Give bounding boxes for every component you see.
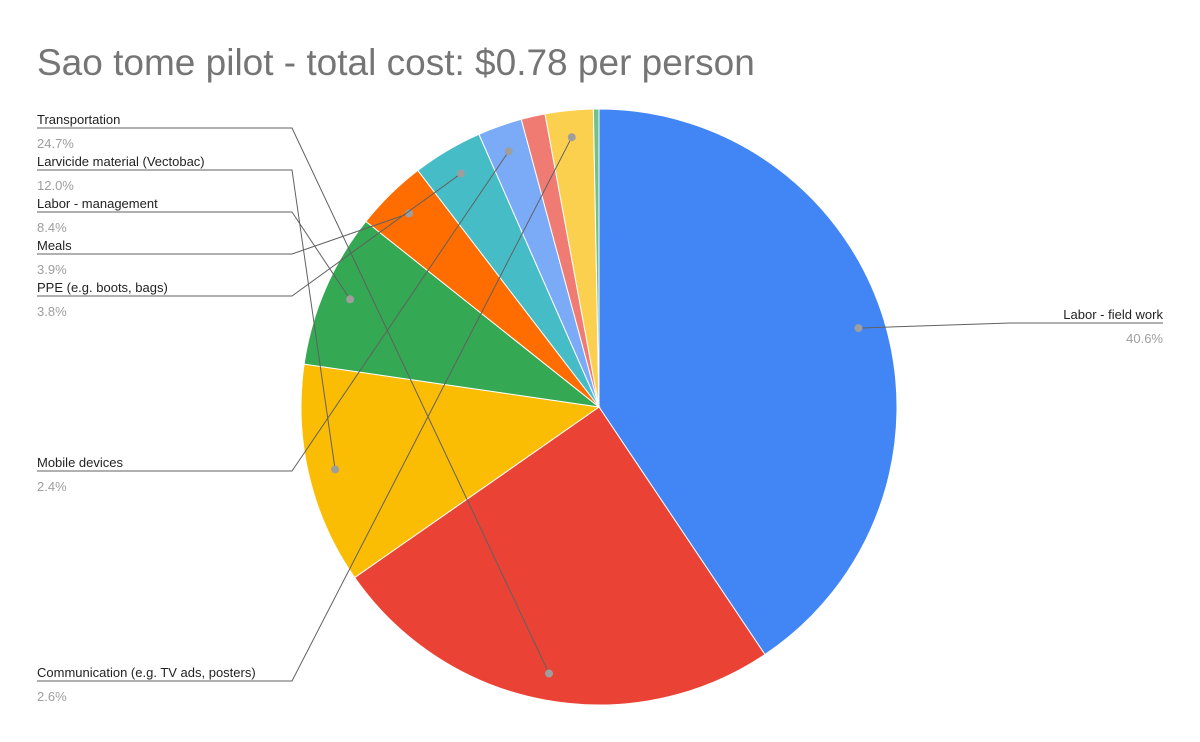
- slice-percent-transportation: 24.7%: [37, 136, 74, 151]
- leader-line-labor-field-work: [858, 322, 1163, 329]
- leader-dot-mobile-devices: [504, 147, 513, 156]
- slice-label-larvicide-material-vectobac: Larvicide material (Vectobac): [37, 154, 205, 169]
- pie-slice-unlabeled: [592, 108, 600, 408]
- slice-label-communication-e-g-tv-ads-posters: Communication (e.g. TV ads, posters): [37, 665, 256, 680]
- leader-line-ppe-e-g-boots-bags: [37, 173, 462, 297]
- slice-label-ppe-e-g-boots-bags: PPE (e.g. boots, bags): [37, 280, 168, 295]
- slice-percent-labor-management: 8.4%: [37, 220, 67, 235]
- leader-dot-labor-management: [346, 295, 355, 304]
- leader-line-larvicide-material-vectobac: [37, 169, 336, 470]
- leader-line-mobile-devices: [37, 150, 510, 472]
- slice-percent-ppe-e-g-boots-bags: 3.8%: [37, 304, 67, 319]
- slice-labels: Labor - field work 40.6% Transportation 24.…: [37, 112, 1163, 704]
- pie-slice-labor-management: [303, 220, 601, 408]
- slice-percent-labor-field-work: 40.6%: [1126, 331, 1163, 346]
- leader-dot-transportation: [545, 669, 554, 678]
- slice-percent-meals: 3.9%: [37, 262, 67, 277]
- slice-label-transportation: Transportation: [37, 112, 120, 127]
- slice-label-labor-management: Labor - management: [37, 196, 158, 211]
- leader-dot-meals: [405, 209, 414, 218]
- leader-line-labor-management: [37, 211, 351, 300]
- slice-label-mobile-devices: Mobile devices: [37, 455, 123, 470]
- chart-title: Sao tome pilot - total cost: $0.78 per p…: [37, 42, 755, 83]
- pie-slice-labor-field-work: [598, 108, 898, 656]
- leader-dot-labor-field-work: [854, 324, 863, 333]
- leader-line-communication-e-g-tv-ads-posters: [37, 136, 573, 682]
- pie-slices: [300, 108, 898, 706]
- leader-line-transportation: [37, 127, 550, 674]
- leader-dot-larvicide-material-vectobac: [331, 465, 340, 474]
- pie-slice-transportation: [353, 406, 766, 706]
- pie-slice-larvicide-material-vectobac: [300, 363, 601, 579]
- leader-line-meals: [37, 212, 410, 255]
- leader-dot-ppe-e-g-boots-bags: [456, 169, 465, 178]
- slice-label-meals: Meals: [37, 238, 72, 253]
- slice-label-labor-field-work: Labor - field work: [1063, 307, 1163, 322]
- leader-dot-communication-e-g-tv-ads-posters: [567, 133, 576, 142]
- slice-percent-mobile-devices: 2.4%: [37, 479, 67, 494]
- slice-percent-communication-e-g-tv-ads-posters: 2.6%: [37, 689, 67, 704]
- slice-percent-larvicide-material-vectobac: 12.0%: [37, 178, 74, 193]
